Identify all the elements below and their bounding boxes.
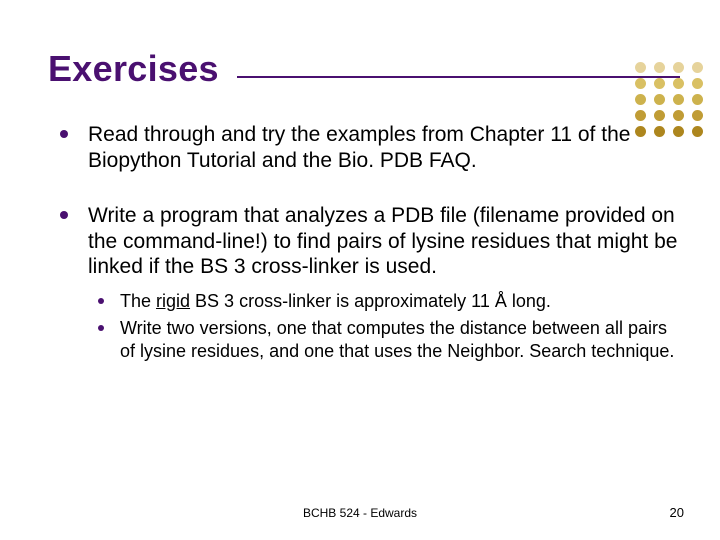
decorative-dot xyxy=(654,78,665,89)
title-underline xyxy=(237,76,680,78)
decorative-dot xyxy=(692,62,703,73)
bullet-item: Write a program that analyzes a PDB file… xyxy=(52,203,680,363)
decorative-dot xyxy=(635,94,646,105)
title-row: Exercises xyxy=(48,48,680,90)
decorative-dot xyxy=(635,78,646,89)
slide-title: Exercises xyxy=(48,48,219,90)
sub-bullet-text-pre: Write two versions, one that computes th… xyxy=(120,318,674,361)
bullet-text: Write a program that analyzes a PDB file… xyxy=(88,204,677,278)
decorative-dot xyxy=(692,78,703,89)
sub-bullet-text-underlined: rigid xyxy=(156,291,190,311)
bullet-item: Read through and try the examples from C… xyxy=(52,122,680,173)
slide: Exercises Read through and try the examp… xyxy=(0,0,720,540)
decorative-dot xyxy=(654,94,665,105)
decorative-dot xyxy=(692,94,703,105)
decorative-dot xyxy=(654,62,665,73)
decorative-dot xyxy=(673,94,684,105)
decorative-dot xyxy=(673,78,684,89)
decorative-dot xyxy=(673,110,684,121)
bullet-text: Read through and try the examples from C… xyxy=(88,123,630,172)
decorative-dot xyxy=(654,110,665,121)
slide-body: Read through and try the examples from C… xyxy=(48,122,680,363)
page-number: 20 xyxy=(670,505,684,520)
sub-bullet-text-pre: The xyxy=(120,291,156,311)
decorative-dot xyxy=(635,62,646,73)
footer-text: BCHB 524 - Edwards xyxy=(0,506,720,520)
sub-bullet-list: The rigid BS 3 cross-linker is approxima… xyxy=(88,290,680,363)
decorative-dot xyxy=(673,62,684,73)
sub-bullet-item: Write two versions, one that computes th… xyxy=(88,317,680,363)
bullet-list: Read through and try the examples from C… xyxy=(52,122,680,363)
decorative-dot xyxy=(692,110,703,121)
sub-bullet-item: The rigid BS 3 cross-linker is approxima… xyxy=(88,290,680,313)
decorative-dot xyxy=(635,110,646,121)
sub-bullet-text-post: BS 3 cross-linker is approximately 11 Å … xyxy=(190,291,551,311)
decorative-dot xyxy=(692,126,703,137)
